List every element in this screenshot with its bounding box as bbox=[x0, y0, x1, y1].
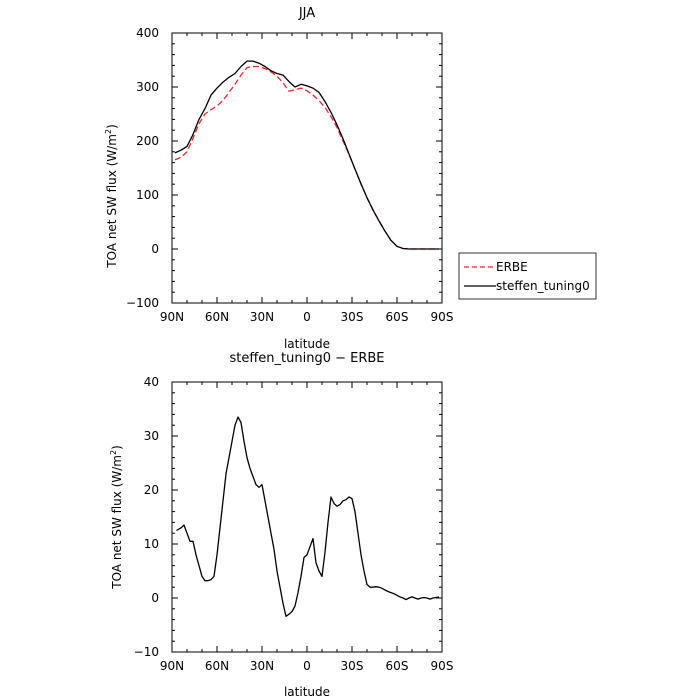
top-axis-ticks: 90N 60N 30N 0 30S 60S 90S −100 0 100 200 300 400 bbox=[126, 26, 453, 324]
top-yaxis-label: TOA net SW flux (W/m2) bbox=[104, 124, 119, 269]
top-xtick-label: 90N bbox=[160, 310, 184, 324]
top-ytick-label: 300 bbox=[136, 80, 159, 94]
top-panel: JJA 90N 60N 30N 0 30S 60S 90S −100 0 100 200 300 400… bbox=[104, 6, 597, 351]
top-xtick-label: 0 bbox=[303, 310, 311, 324]
top-series-group bbox=[174, 60, 439, 250]
bottom-axis-ticks: 90N 60N 30N 0 30S 60S 90S −10 0 10 20 30 40 bbox=[134, 375, 454, 673]
legend: ERBE steffen_tuning0 bbox=[458, 252, 597, 300]
bottom-ytick-label: 10 bbox=[144, 537, 159, 551]
top-chart-title: JJA bbox=[298, 6, 315, 21]
bottom-xtick-label: 30S bbox=[341, 659, 364, 673]
bottom-yaxis-label: TOA net SW flux (W/m2) bbox=[109, 445, 124, 590]
top-ytick-label: 200 bbox=[136, 134, 159, 148]
bottom-ytick-label: 0 bbox=[151, 591, 159, 605]
top-ytick-label: −100 bbox=[126, 296, 159, 310]
top-xtick-label: 60N bbox=[205, 310, 229, 324]
top-plot-frame bbox=[171, 32, 443, 304]
bottom-ytick-label: 40 bbox=[144, 375, 159, 389]
bottom-chart-title: steffen_tuning0 − ERBE bbox=[229, 351, 384, 366]
bottom-ytick-label: −10 bbox=[134, 645, 159, 659]
top-xtick-label: 30S bbox=[341, 310, 364, 324]
top-series-line-erbe bbox=[174, 65, 439, 250]
bottom-plot-frame bbox=[171, 381, 443, 653]
bottom-xaxis-label: latitude bbox=[284, 685, 330, 699]
top-series-line-steffen-tuning0 bbox=[174, 60, 439, 250]
legend-label-erbe: ERBE bbox=[496, 260, 528, 274]
top-xtick-label: 30N bbox=[250, 310, 274, 324]
bottom-ytick-label: 30 bbox=[144, 429, 159, 443]
bottom-xtick-label: 60N bbox=[205, 659, 229, 673]
top-ytick-label: 100 bbox=[136, 188, 159, 202]
top-xtick-label: 90S bbox=[431, 310, 454, 324]
bottom-xtick-label: 90S bbox=[431, 659, 454, 673]
bottom-xtick-label: 90N bbox=[160, 659, 184, 673]
top-ytick-label: 400 bbox=[136, 26, 159, 40]
top-xaxis-label: latitude bbox=[284, 337, 330, 351]
bottom-ytick-label: 20 bbox=[144, 483, 159, 497]
top-xtick-label: 60S bbox=[386, 310, 409, 324]
bottom-xtick-label: 60S bbox=[386, 659, 409, 673]
bottom-series-line-difference bbox=[176, 416, 440, 618]
bottom-panel: steffen_tuning0 − ERBE 90N 60N 30N 0 30S 60S 9… bbox=[109, 351, 453, 699]
bottom-xtick-label: 30N bbox=[250, 659, 274, 673]
legend-box bbox=[458, 252, 597, 300]
top-ytick-label: 0 bbox=[151, 242, 159, 256]
legend-label-steffen: steffen_tuning0 bbox=[496, 279, 590, 293]
bottom-xtick-label: 0 bbox=[303, 659, 311, 673]
bottom-series-group bbox=[176, 416, 440, 618]
